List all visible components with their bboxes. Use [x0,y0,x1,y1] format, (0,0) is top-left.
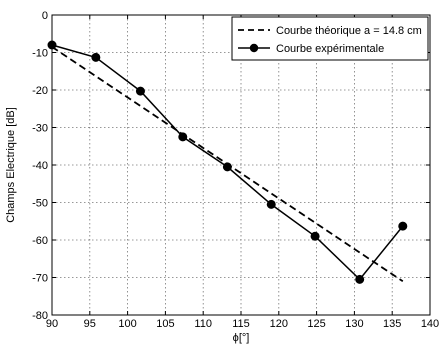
data-point [266,199,276,209]
y-tick-label: -40 [32,160,48,172]
y-tick-label: -20 [32,85,48,97]
axis-ticks: 90 95 100 105 110 115 120 125 130 135 140 0 -10 -20 -3… [32,10,439,330]
legend-marker-experimental [249,43,259,53]
legend-label-experimental: Courbe expérimentale [276,43,384,55]
x-tick-label: 90 [46,318,58,330]
x-tick-label: 100 [118,318,136,330]
legend-box [231,16,429,61]
legend-label-theoretical: Courbe théorique a = 14.8 cm [276,25,422,37]
data-point [135,86,145,96]
y-tick-label: 0 [42,10,48,22]
x-tick-label: 115 [232,318,250,330]
x-tick-label: 105 [156,318,174,330]
y-tick-label: -80 [32,310,48,322]
legend: Courbe théorique a = 14.8 cm Courbe expé… [231,16,429,61]
data-point [222,162,232,172]
y-axis-label: Champs Electrique [dB] [5,107,17,223]
data-point [398,221,408,231]
x-tick-label: 140 [421,318,439,330]
x-tick-label: 110 [194,318,212,330]
y-tick-label: -10 [32,48,48,60]
x-axis-label: ϕ[°] [233,332,250,344]
x-tick-label: 120 [270,318,288,330]
y-tick-label: -70 [32,273,48,285]
data-point [310,231,320,241]
data-point [47,40,57,50]
x-tick-label: 95 [84,318,96,330]
data-point [178,132,188,142]
x-tick-label: 135 [383,318,401,330]
series-line-1 [51,44,404,281]
y-tick-label: -30 [32,123,48,135]
y-tick-label: -50 [32,198,48,210]
data-point [355,274,365,284]
y-tick-label: -60 [32,235,48,247]
series-layer [47,40,408,284]
data-point [91,52,101,62]
x-tick-label: 125 [307,318,325,330]
x-tick-label: 130 [345,318,363,330]
